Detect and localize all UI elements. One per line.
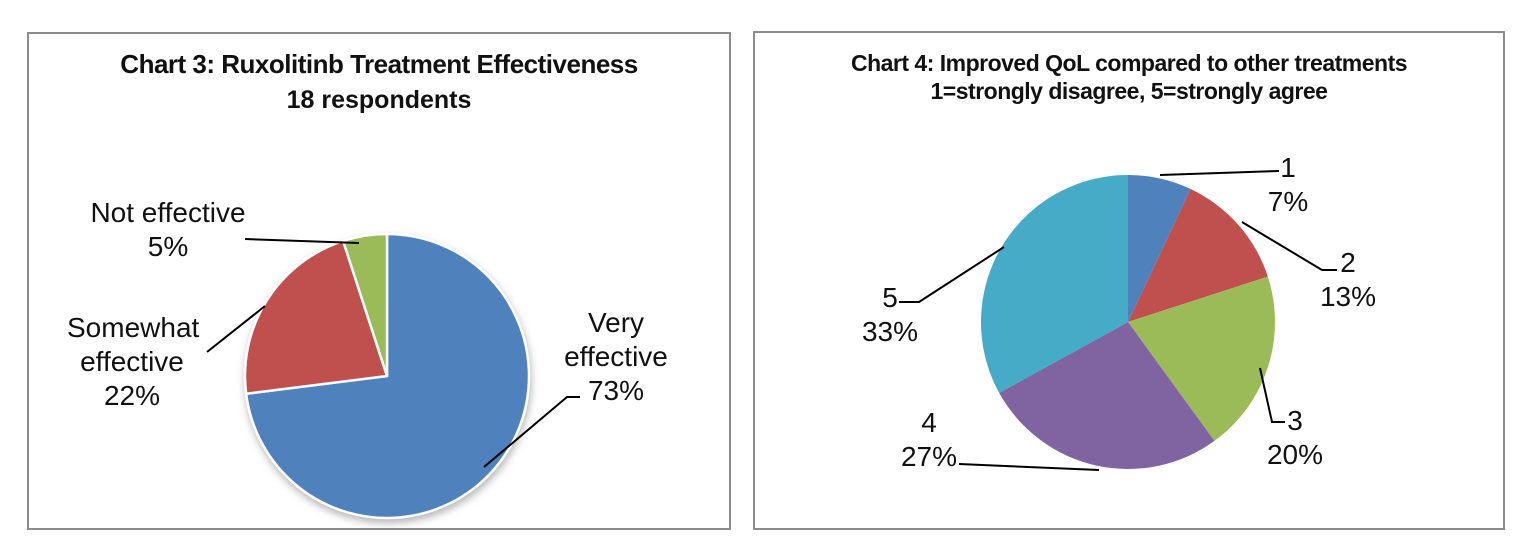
- chart3-title: Chart 3: Ruxolitinb Treatment Effectiven…: [120, 49, 638, 79]
- data-label-category: 5: [882, 282, 898, 313]
- data-label-percent: 22%: [103, 380, 161, 411]
- data-label-rating4: 4 27%: [879, 406, 979, 474]
- data-label-category: Very effective: [564, 307, 668, 372]
- data-label-rating1: 1 7%: [1238, 151, 1338, 219]
- pie-slice-3: [1128, 276, 1276, 441]
- chart4-pie: [980, 175, 1276, 470]
- leader-line-very-effective: [483, 396, 580, 468]
- data-label-category: 4: [921, 407, 937, 438]
- pie-slice-1: [1128, 175, 1191, 322]
- data-label-rating2: 2 13%: [1298, 246, 1398, 314]
- data-label-somewhat-effective: Somewhat effective 22%: [67, 311, 200, 413]
- data-label-category: 1: [1280, 152, 1296, 183]
- chart3-pie-svg: [206, 232, 580, 520]
- data-label-rating3: 3 20%: [1245, 404, 1345, 472]
- pie-slice-4: [999, 322, 1215, 470]
- chart4-title-block: Chart 4: Improved QoL compared to other …: [755, 49, 1503, 105]
- leader-line-not-effective: [244, 238, 360, 244]
- chart4-subtitle: 1=strongly disagree, 5=strongly agree: [930, 78, 1328, 104]
- data-label-percent: 27%: [900, 441, 958, 472]
- leader-line-rating3: [1259, 367, 1285, 423]
- leader-line-rating1: [1159, 170, 1280, 176]
- data-label-rating5: 5 33%: [840, 281, 940, 349]
- chart4-title: Chart 4: Improved QoL compared to other …: [850, 50, 1408, 76]
- data-label-percent: 73%: [587, 375, 645, 406]
- data-label-not-effective: Not effective 5%: [83, 196, 253, 264]
- data-label-very-effective: Very effective 73%: [551, 306, 681, 408]
- data-label-percent: 20%: [1266, 439, 1324, 470]
- data-label-percent: 33%: [861, 316, 919, 347]
- data-label-percent: 13%: [1319, 281, 1377, 312]
- chart3-title-block: Chart 3: Ruxolitinb Treatment Effectiven…: [29, 48, 729, 116]
- data-label-percent: 5%: [147, 231, 189, 262]
- pie-slice-not-effective: [341, 232, 389, 378]
- chart3-subtitle: 18 respondents: [286, 86, 472, 114]
- leader-line-somewhat-effective: [206, 305, 266, 353]
- data-label-percent: 7%: [1267, 186, 1309, 217]
- pie-slice-2: [1128, 188, 1268, 322]
- leader-line-rating5: [899, 246, 1005, 303]
- pie-slice-5: [980, 175, 1128, 393]
- chart4-panel: Chart 4: Improved QoL compared to other …: [753, 31, 1505, 530]
- data-label-category: 2: [1340, 247, 1356, 278]
- leader-line-rating4: [958, 463, 1100, 471]
- chart3-pie: [243, 232, 531, 520]
- data-label-category: Not effective: [90, 197, 246, 228]
- chart3-panel: Chart 3: Ruxolitinb Treatment Effectiven…: [27, 32, 731, 530]
- data-label-category: 3: [1287, 405, 1303, 436]
- chart4-pie-svg: [899, 170, 1337, 471]
- leader-line-rating2: [1241, 221, 1337, 271]
- pie-slice-somewhat-effective: [243, 239, 389, 396]
- data-label-category: Somewhat effective: [67, 312, 200, 377]
